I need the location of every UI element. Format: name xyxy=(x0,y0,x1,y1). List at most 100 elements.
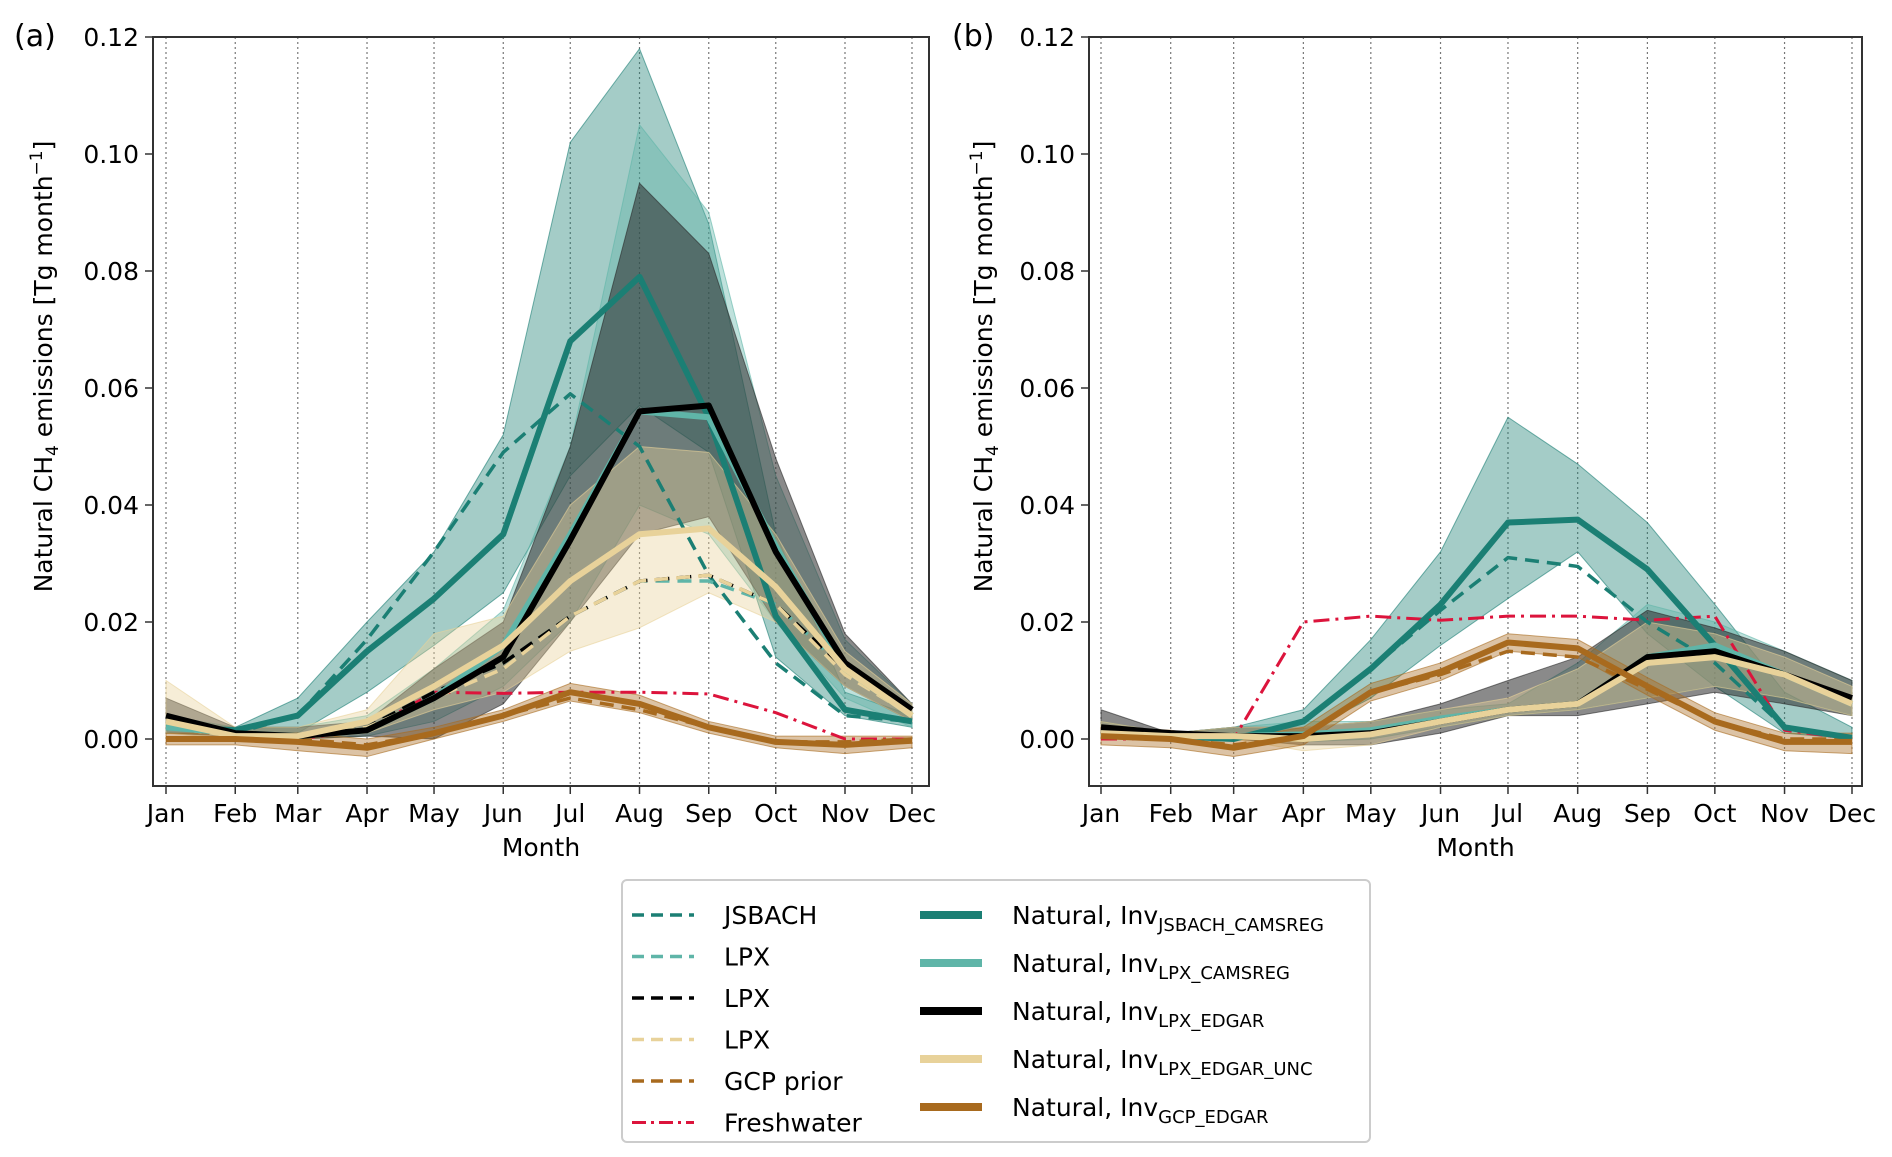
ylabel-post: ] xyxy=(969,141,998,151)
legend: JSBACH LPX LPX LPX GCP prior Freshwater Natur… xyxy=(621,879,1371,1143)
ylabel-sup: −1 xyxy=(27,150,47,175)
ylabel-sub: 4 xyxy=(983,445,1003,456)
legend-label-subscript: LPX_EDGAR xyxy=(1158,1011,1264,1032)
x-tick-label-aug: Aug xyxy=(615,799,664,828)
legend-label-text: Freshwater xyxy=(724,1109,862,1138)
ylabel-post: ] xyxy=(29,141,58,151)
legend-label-subscript: GCP_EDGAR xyxy=(1158,1107,1268,1128)
legend-label-subscript: LPX_CAMSREG xyxy=(1158,963,1290,984)
y-tick-label: 0.00 xyxy=(1019,725,1075,754)
x-tick-label-aug: Aug xyxy=(1553,799,1602,828)
ylabel-mid: emissions [Tg month xyxy=(29,175,58,445)
y-tick-label: 0.02 xyxy=(1019,608,1075,637)
panel-b-y-ticks: 0.00 0.02 0.04 0.06 0.08 0.10 0.12 xyxy=(1019,23,1089,754)
legend-label-text: GCP prior xyxy=(724,1067,843,1096)
panel-b-y-axis-label: Natural CH4 emissions [Tg month−1] xyxy=(967,141,1003,593)
legend-label-right-3: Natural, InvLPX_EDGAR_UNC xyxy=(1012,1045,1313,1080)
x-tick-label-feb: Feb xyxy=(213,799,257,828)
panel-a-axes-frame xyxy=(152,36,930,787)
legend-label-subscript: LPX_EDGAR_UNC xyxy=(1158,1059,1312,1080)
panel-a-label: (a) xyxy=(14,19,56,54)
legend-label-subscript: JSBACH_CAMSREG xyxy=(1157,915,1324,936)
y-tick-label: 0.04 xyxy=(1019,491,1075,520)
panel-b-bands xyxy=(1100,416,1853,758)
series-line-natural-inv-gcp-edgar xyxy=(1100,639,1852,751)
legend-label-text: LPX xyxy=(724,943,770,972)
x-tick-label-feb: Feb xyxy=(1149,799,1193,828)
legend-left-column: JSBACH LPX LPX LPX GCP prior Freshwater xyxy=(632,901,862,1138)
y-tick-label: 0.04 xyxy=(83,491,139,520)
y-tick-label: 0.06 xyxy=(1019,374,1075,403)
legend-label-right-0: Natural, InvJSBACH_CAMSREG xyxy=(1012,901,1324,936)
x-tick-label-sep: Sep xyxy=(1624,799,1671,828)
series-line-freshwater xyxy=(166,690,912,741)
x-tick-label-jan: Jan xyxy=(145,799,186,828)
x-tick-label-apr: Apr xyxy=(345,799,389,828)
legend-box xyxy=(621,879,1371,1143)
legend-label-text: LPX xyxy=(724,1026,770,1055)
x-tick-label-jan: Jan xyxy=(1080,799,1121,828)
legend-label-right-2: Natural, InvLPX_EDGAR xyxy=(1012,997,1264,1032)
legend-label-text: Natural, Inv xyxy=(1012,901,1158,930)
uncertainty-band-4 xyxy=(165,682,913,758)
ylabel-sup: −1 xyxy=(967,150,987,175)
y-tick-label: 0.10 xyxy=(83,140,139,169)
x-tick-label-jun: Jun xyxy=(1419,799,1460,828)
series-line-natural-inv-lpx-edgar-unc xyxy=(1100,654,1854,742)
legend-label-text: Natural, Inv xyxy=(1012,997,1158,1026)
y-tick-label: 0.06 xyxy=(83,374,139,403)
legend-label-right-4: Natural, InvGCP_EDGAR xyxy=(1012,1093,1269,1128)
y-tick-label: 0.12 xyxy=(83,23,139,52)
x-tick-label-nov: Nov xyxy=(1760,799,1809,828)
y-tick-label: 0.12 xyxy=(1019,23,1075,52)
panel-b: (b) 0.00 0.02 0.04 0.06 0.08 0.10 0.12 Jan Feb M… xyxy=(952,19,1876,862)
x-tick-label-mar: Mar xyxy=(274,799,322,828)
ylabel-mid: emissions [Tg month xyxy=(969,175,998,445)
x-tick-label-may: May xyxy=(408,799,460,828)
ylabel-pre: Natural CH xyxy=(29,456,58,592)
panel-b-x-axis-label: Month xyxy=(1436,833,1514,862)
ylabel-pre: Natural CH xyxy=(969,456,998,592)
legend-label-text: Natural, Inv xyxy=(1012,1093,1158,1122)
ylabel-sub: 4 xyxy=(43,445,63,456)
panel-b-axes-frame xyxy=(1088,36,1863,787)
panel-a-y-ticks: 0.00 0.02 0.04 0.06 0.08 0.10 0.12 xyxy=(83,23,153,754)
x-tick-label-jul: Jul xyxy=(553,799,585,828)
x-tick-label-oct: Oct xyxy=(1693,799,1736,828)
x-tick-label-sep: Sep xyxy=(685,799,732,828)
legend-label-left-2: LPX xyxy=(724,984,770,1013)
panel-b-lines xyxy=(1100,516,1854,751)
y-tick-label: 0.02 xyxy=(83,608,139,637)
x-tick-label-mar: Mar xyxy=(1210,799,1258,828)
y-tick-label: 0.08 xyxy=(83,257,139,286)
x-tick-label-oct: Oct xyxy=(754,799,797,828)
panel-a: (a) 0.00 0.02 0.04 0.06 0.08 0.10 0.12 Jan Feb M… xyxy=(14,19,936,862)
x-tick-label-dec: Dec xyxy=(1828,799,1876,828)
legend-label-left-1: LPX xyxy=(724,943,770,972)
y-tick-label: 0.00 xyxy=(83,725,139,754)
x-tick-label-dec: Dec xyxy=(888,799,936,828)
panel-a-lines xyxy=(165,273,914,751)
x-tick-label-may: May xyxy=(1345,799,1397,828)
legend-label-left-3: LPX xyxy=(724,1026,770,1055)
panel-b-label: (b) xyxy=(952,19,994,54)
series-line-natural-inv-jsbach-camsreg xyxy=(165,273,913,734)
legend-label-text: LPX xyxy=(724,984,770,1013)
panel-a-x-axis-label: Month xyxy=(502,833,580,862)
legend-label-left-4: GCP prior xyxy=(724,1067,843,1096)
y-tick-label: 0.10 xyxy=(1019,140,1075,169)
legend-label-right-1: Natural, InvLPX_CAMSREG xyxy=(1012,949,1290,984)
x-tick-label-apr: Apr xyxy=(1282,799,1326,828)
series-line-natural-inv-lpx-edgar-unc xyxy=(165,525,914,740)
series-line-freshwater xyxy=(1101,614,1853,741)
panel-a-x-ticks: Jan Feb Mar Apr May Jun Jul Aug Sep Oct Nov Dec xyxy=(145,786,936,828)
legend-label-left-5: Freshwater xyxy=(724,1109,862,1138)
legend-label-text: Natural, Inv xyxy=(1012,1045,1158,1074)
y-tick-label: 0.08 xyxy=(1019,257,1075,286)
panel-a-y-axis-label: Natural CH4 emissions [Tg month−1] xyxy=(27,141,63,593)
x-tick-label-jun: Jun xyxy=(482,799,523,828)
x-tick-label-jul: Jul xyxy=(1491,799,1523,828)
x-tick-label-nov: Nov xyxy=(821,799,870,828)
